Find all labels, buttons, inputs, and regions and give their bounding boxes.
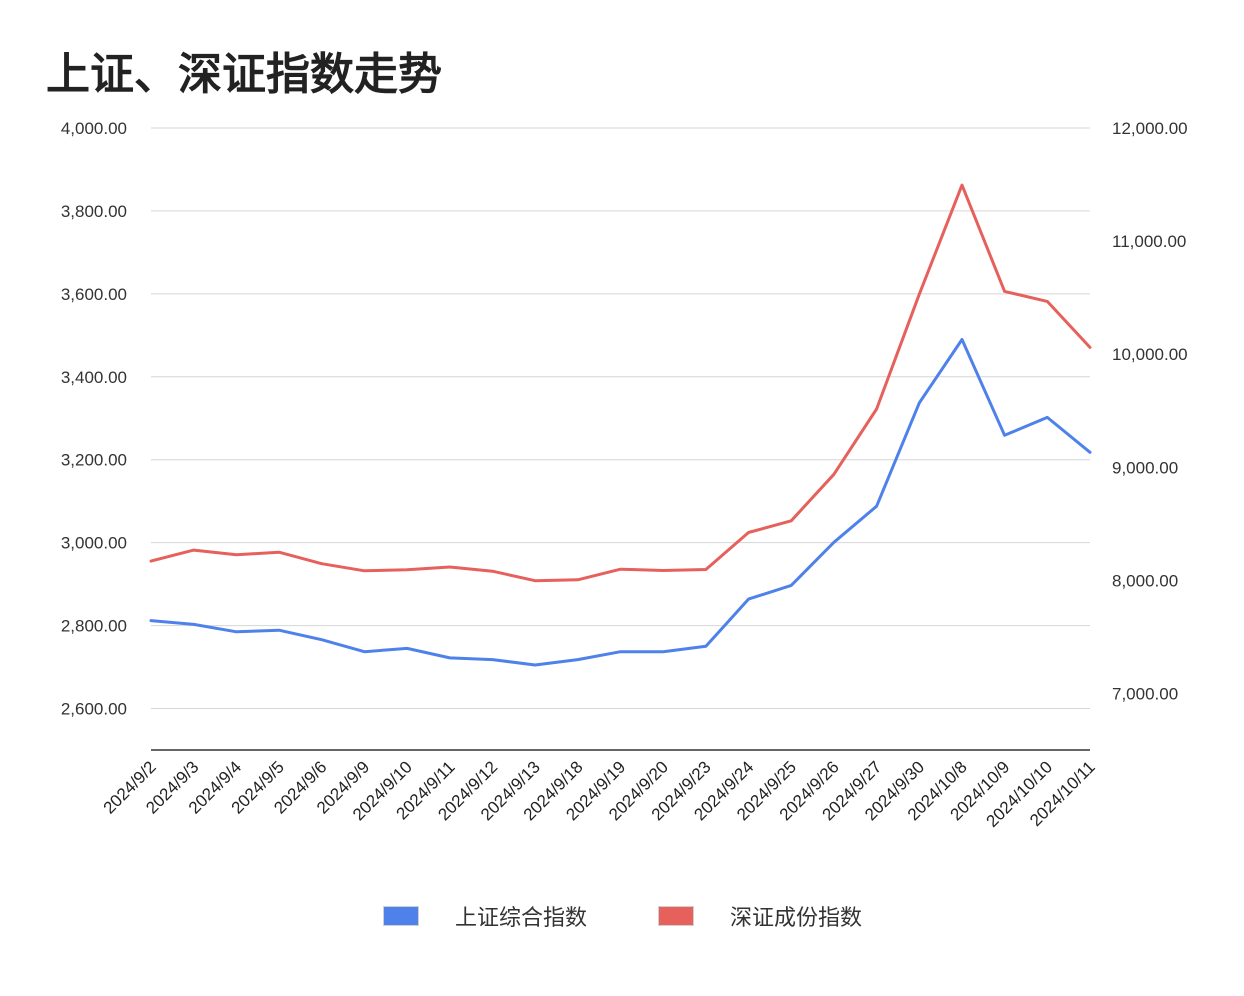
right-y-tick-label: 8,000.00 <box>1112 571 1178 590</box>
legend-label-shanghai: 上证综合指数 <box>455 906 588 931</box>
legend-swatch-shenzhen <box>658 906 694 926</box>
left-y-tick-label: 3,600.00 <box>61 285 127 304</box>
right-y-tick-label: 9,000.00 <box>1112 458 1178 477</box>
legend-item-shanghai[interactable]: 上证综合指数 <box>383 896 587 936</box>
left-y-tick-label: 2,600.00 <box>61 700 127 719</box>
left-y-tick-label: 3,400.00 <box>61 368 127 387</box>
left-y-tick-label: 3,200.00 <box>61 451 127 470</box>
legend: 上证综合指数 深证成份指数 <box>0 896 1244 936</box>
left-y-tick-label: 3,000.00 <box>61 534 127 553</box>
series-line-shanghai <box>149 338 1092 667</box>
left-y-tick-label: 3,800.00 <box>61 202 127 221</box>
right-y-tick-label: 10,000.00 <box>1112 345 1188 364</box>
right-y-tick-label: 11,000.00 <box>1112 232 1186 251</box>
left-y-tick-label: 4,000.00 <box>61 119 127 138</box>
right-y-tick-label: 12,000.00 <box>1112 119 1188 138</box>
legend-item-shenzhen[interactable]: 深证成份指数 <box>658 896 862 936</box>
line-chart: 2,600.00 2,800.00 3,000.00 3,200.00 3,400.00… <box>61 119 1188 831</box>
legend-label-shenzhen: 深证成份指数 <box>730 906 863 931</box>
series-line-shenzhen <box>149 183 1092 583</box>
right-y-tick-label: 7,000.00 <box>1112 684 1178 703</box>
left-y-tick-label: 2,800.00 <box>61 617 127 636</box>
legend-swatch-shanghai <box>383 906 419 926</box>
chart-title: 上证、深证指数走势 <box>46 49 442 100</box>
